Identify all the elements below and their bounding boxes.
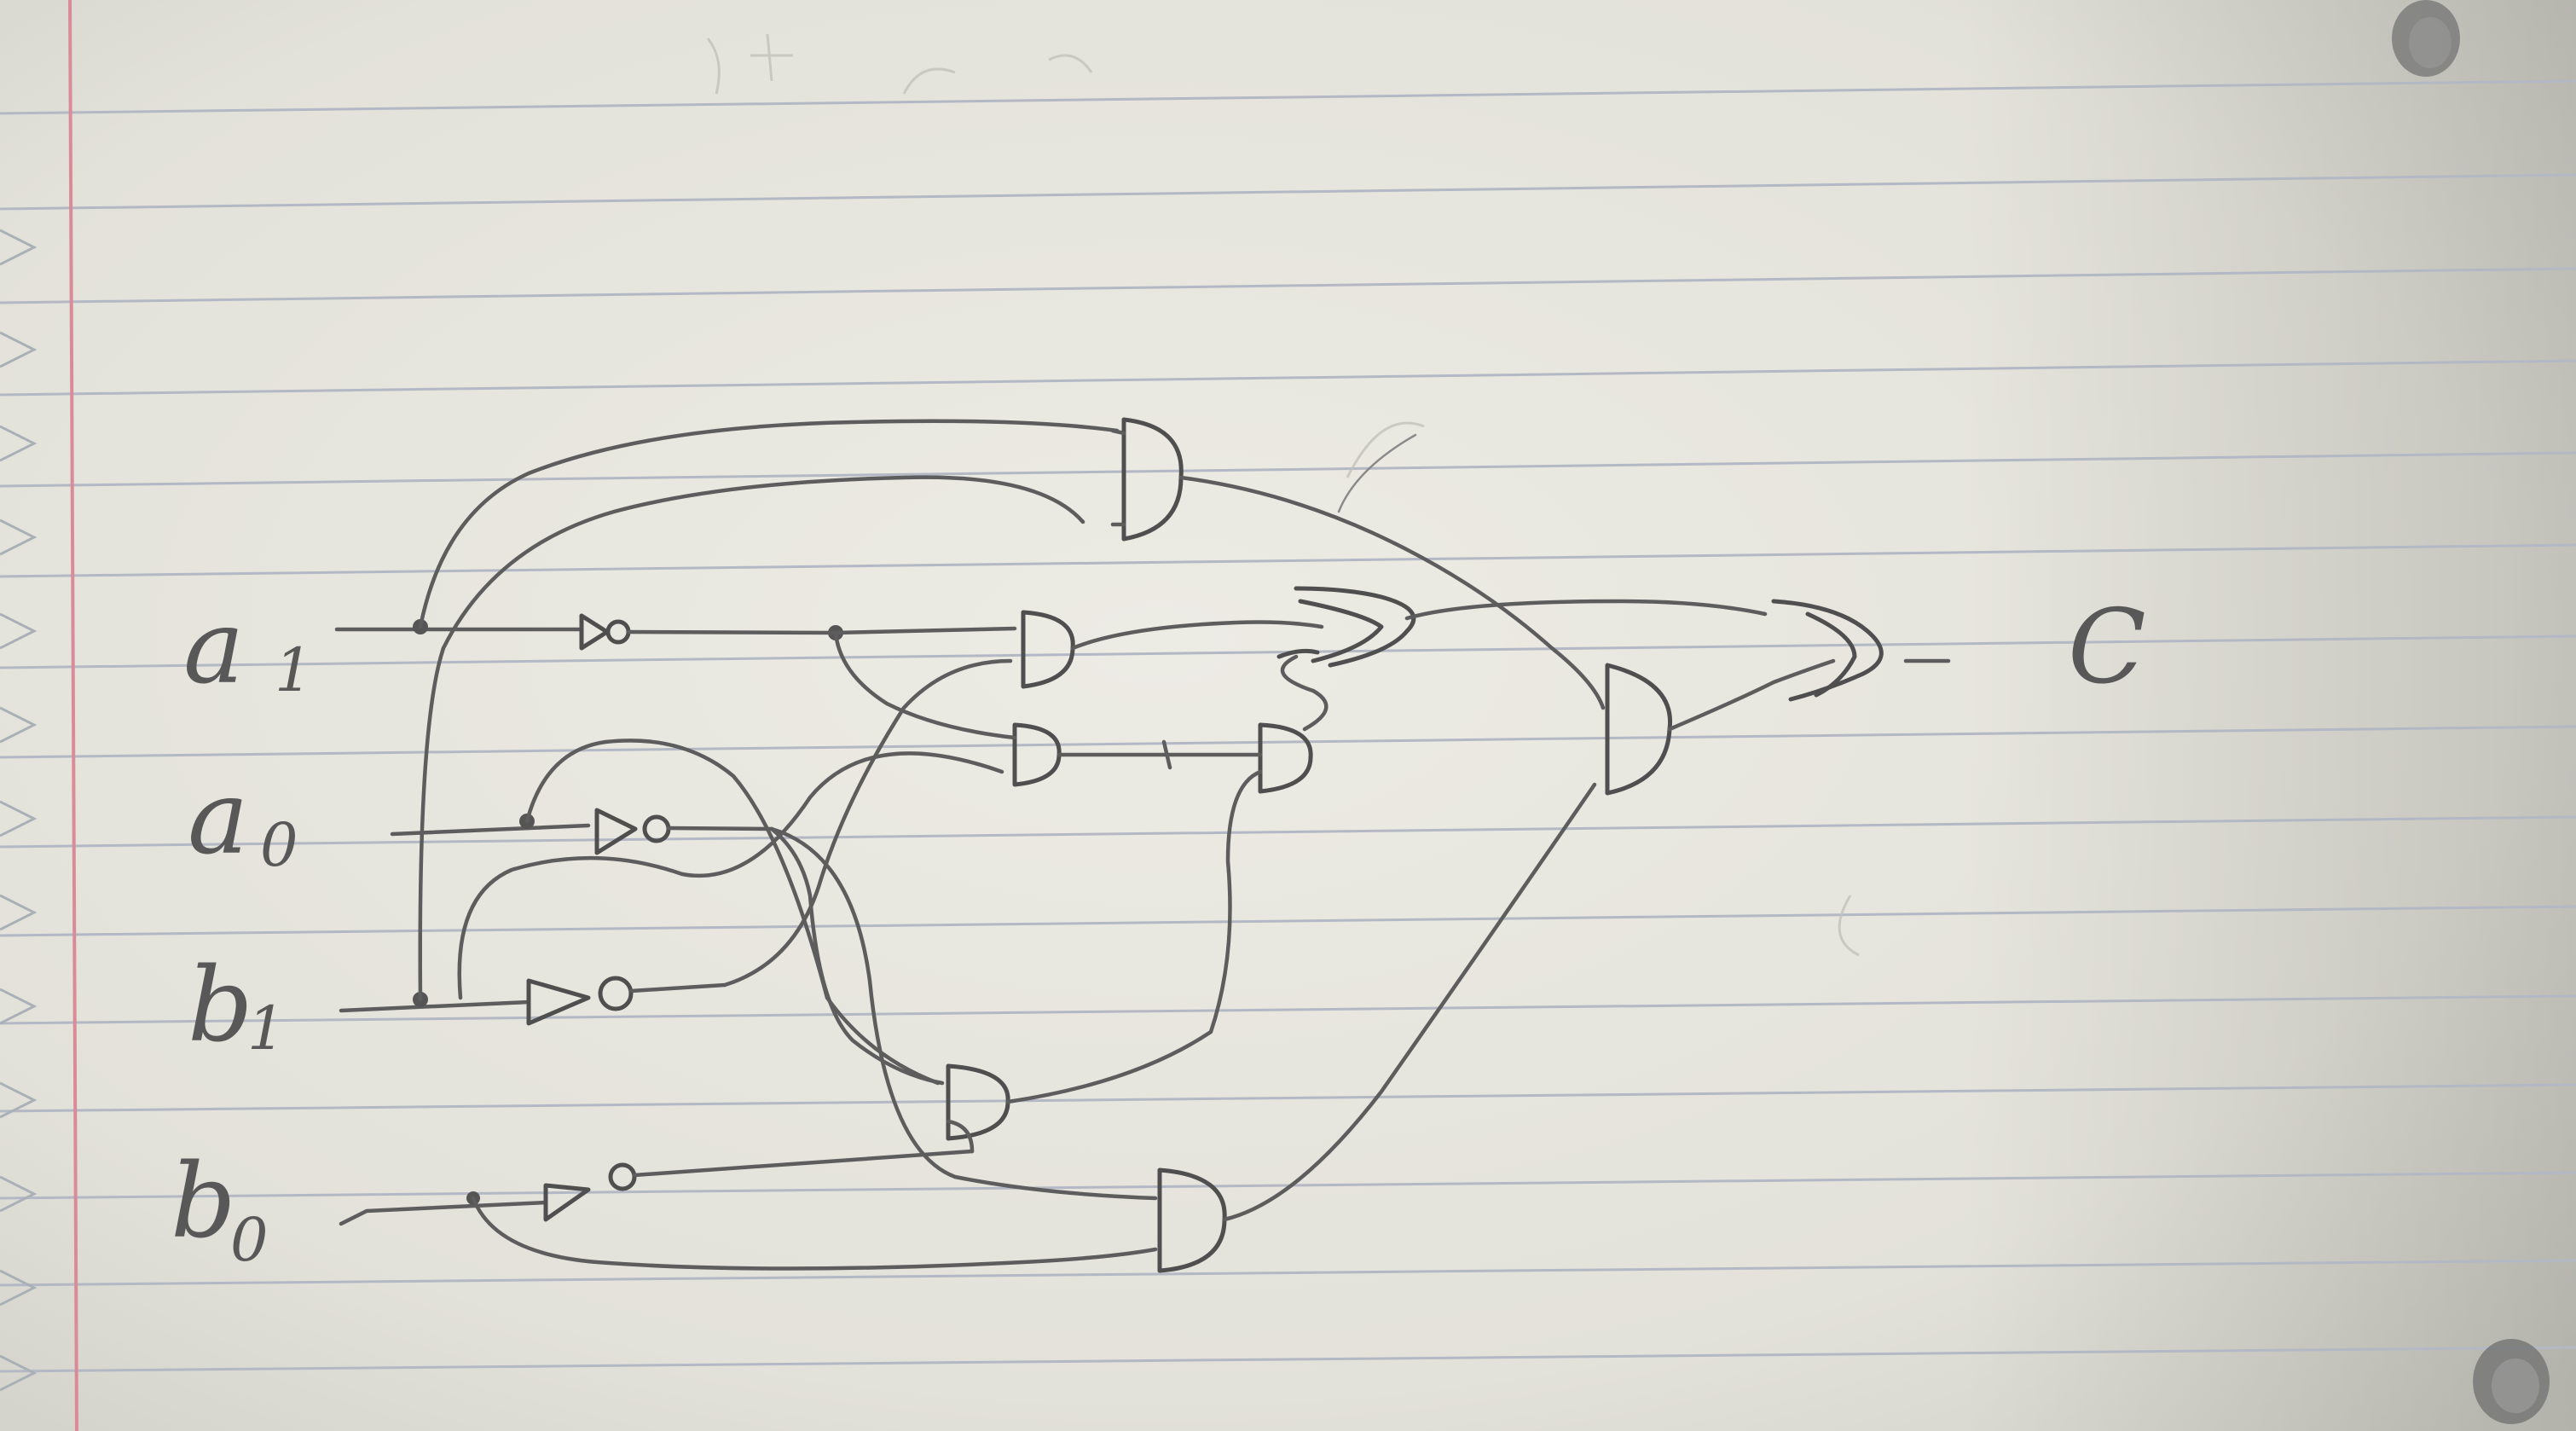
wire-and2-to-or1 bbox=[1070, 620, 1324, 651]
input-label-b0: b 0 bbox=[171, 1143, 269, 1275]
svg-text:a: a bbox=[183, 588, 245, 707]
wire-nota0-cross bbox=[769, 826, 945, 1086]
wire-mark bbox=[1161, 739, 1172, 770]
svg-text:a: a bbox=[188, 759, 249, 878]
wire-or1-to-final bbox=[1404, 599, 1768, 621]
input-label-b1: b 1 bbox=[188, 947, 286, 1065]
eraser-smudge-bottom-right bbox=[2473, 1339, 2550, 1424]
wire-nota1-to-and2 bbox=[833, 626, 1017, 635]
not-gate-b1 bbox=[526, 976, 727, 1026]
input-label-a0: a 0 bbox=[188, 759, 298, 880]
wire-notb0-to-and5 bbox=[946, 1119, 975, 1154]
paper-shadow bbox=[1961, 0, 2576, 1431]
svg-text:1: 1 bbox=[247, 994, 286, 1063]
svg-text:0: 0 bbox=[230, 1205, 269, 1275]
binder-marks bbox=[0, 229, 38, 1392]
wire-b1-input bbox=[339, 999, 531, 1013]
wire-a1-to-and-top bbox=[418, 419, 1120, 629]
wire-b0-input bbox=[339, 1200, 548, 1226]
wire-and4-to-or1 bbox=[1280, 654, 1329, 732]
erased-marks bbox=[706, 33, 1860, 957]
wire-a0-to-and5 bbox=[524, 739, 941, 1086]
not-gate-a0 bbox=[594, 808, 774, 855]
svg-text:b: b bbox=[171, 1143, 236, 1261]
wire-b0-to-and6 bbox=[471, 1196, 1158, 1271]
wire-notb1-to-and2 bbox=[722, 658, 1013, 988]
wire-b1-to-and3 bbox=[457, 751, 1004, 1000]
wire-nota0-to-and6 bbox=[769, 826, 1158, 1201]
and-gate-4 bbox=[1258, 722, 1313, 794]
wire-and7-to-final bbox=[1667, 658, 1836, 732]
wire-a0-input bbox=[390, 823, 591, 837]
svg-text:0: 0 bbox=[260, 810, 298, 880]
svg-text:1: 1 bbox=[275, 635, 313, 705]
wire-and5-to-and4 bbox=[1005, 769, 1263, 1104]
margin-line bbox=[68, 0, 78, 1431]
svg-text:b: b bbox=[188, 947, 253, 1065]
wire-andtop-to-and7 bbox=[1178, 475, 1606, 710]
ruled-lines bbox=[0, 79, 2576, 1373]
not-gate-a1 bbox=[579, 613, 838, 651]
input-label-a1: a 1 bbox=[183, 588, 313, 707]
or-gate-final bbox=[1771, 599, 1951, 702]
not-gate-b0 bbox=[543, 1149, 975, 1222]
stray-mark bbox=[1337, 433, 1417, 513]
wire-and6-to-and7 bbox=[1222, 782, 1597, 1222]
wire-nota1-to-and3 bbox=[833, 630, 1017, 740]
or-gate-1 bbox=[1276, 586, 1416, 668]
eraser-smudge-top-right bbox=[2392, 0, 2460, 77]
output-label-c: C bbox=[2068, 588, 2146, 707]
wire-b1-to-and-top bbox=[418, 475, 1085, 1002]
